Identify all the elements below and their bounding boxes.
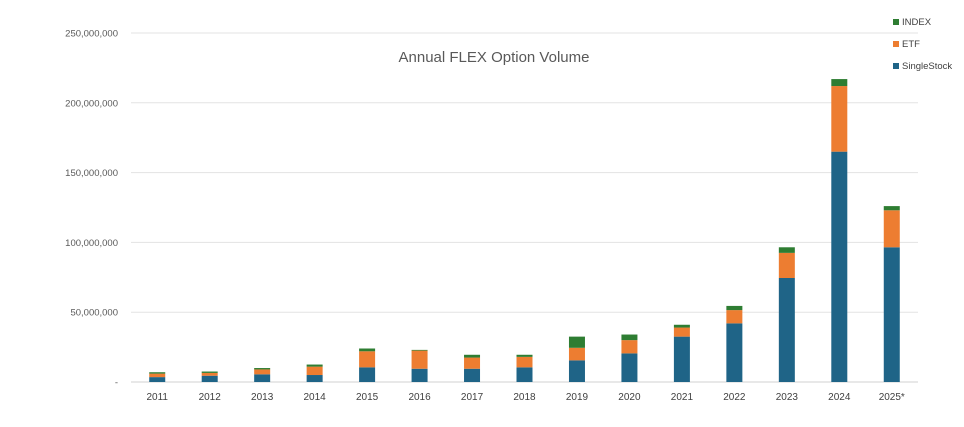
x-tick-label: 2013 xyxy=(251,392,274,403)
bar-segment-singlestock xyxy=(726,323,743,382)
bar-segment-singlestock xyxy=(411,368,428,382)
bar-segment-index xyxy=(306,364,323,367)
bar-segment-index xyxy=(254,368,271,370)
bar-segment-index xyxy=(831,79,848,87)
bar-segment-singlestock xyxy=(778,277,795,382)
y-tick-label: 150,000,000 xyxy=(65,168,118,179)
bar-segment-etf xyxy=(411,350,428,369)
bar-segment-index xyxy=(149,372,166,374)
bar-segment-etf xyxy=(254,369,271,375)
y-tick-label: 250,000,000 xyxy=(65,29,118,40)
bar-segment-etf xyxy=(778,252,795,278)
bar-segment-singlestock xyxy=(149,377,166,382)
legend-swatch-etf xyxy=(893,41,899,47)
bar-segment-index xyxy=(621,334,638,341)
x-tick-label: 2018 xyxy=(513,392,536,403)
bar-segment-etf xyxy=(673,327,690,337)
bar-segment-index xyxy=(883,206,900,211)
bar-segment-singlestock xyxy=(201,375,218,382)
legend-label-etf: ETF xyxy=(902,39,920,50)
y-tick-label: 200,000,000 xyxy=(65,98,118,109)
chart-title: Annual FLEX Option Volume xyxy=(399,49,590,66)
bar-segment-index xyxy=(359,348,376,352)
bar-segment-index xyxy=(516,354,533,357)
bar-segment-singlestock xyxy=(516,367,533,382)
x-tick-label: 2017 xyxy=(461,392,484,403)
bar-segment-index xyxy=(568,336,585,348)
bar-segment-etf xyxy=(306,366,323,376)
bar-segment-singlestock xyxy=(464,368,481,382)
x-tick-label: 2023 xyxy=(776,392,799,403)
x-tick-label: 2014 xyxy=(304,392,327,403)
x-tick-label: 2015 xyxy=(356,392,379,403)
gridlines xyxy=(131,32,918,383)
legend-label-index: INDEX xyxy=(902,17,932,28)
bar-segment-etf xyxy=(464,357,481,369)
bar-segment-etf xyxy=(149,373,166,378)
bar-segment-etf xyxy=(621,340,638,354)
x-tick-label: 2022 xyxy=(723,392,746,403)
y-tick-label: - xyxy=(115,378,118,389)
y-tick-label: 100,000,000 xyxy=(65,238,118,249)
bar-segment-etf xyxy=(516,356,533,368)
x-tick-label: 2025* xyxy=(879,392,905,403)
bar-segment-index xyxy=(778,247,795,253)
bar-segment-singlestock xyxy=(306,375,323,382)
x-tick-label: 2024 xyxy=(828,392,851,403)
bar-segment-etf xyxy=(201,372,218,376)
bar-segment-singlestock xyxy=(673,336,690,382)
legend-label-singlestock: SingleStock xyxy=(902,61,952,72)
x-tick-label: 2019 xyxy=(566,392,589,403)
bar-segment-singlestock xyxy=(621,353,638,382)
bar-segment-singlestock xyxy=(359,367,376,382)
x-tick-label: 2012 xyxy=(199,392,222,403)
bar-segment-index xyxy=(201,371,218,373)
x-tick-label: 2020 xyxy=(618,392,641,403)
bar-segment-index xyxy=(464,354,481,358)
bar-segment-etf xyxy=(831,86,848,152)
x-tick-label: 2016 xyxy=(408,392,431,403)
legend-swatch-index xyxy=(893,19,899,25)
bar-segment-singlestock xyxy=(831,151,848,382)
bar-segment-index xyxy=(411,349,428,351)
bar-segment-index xyxy=(726,305,743,311)
bar-segment-singlestock xyxy=(568,360,585,382)
x-tick-label: 2011 xyxy=(146,392,168,403)
bar-segment-etf xyxy=(726,310,743,324)
x-axis-tick-labels: 2011 2012 2013 2014 2015 2016 2017 2018 2019 2020… xyxy=(146,392,904,403)
bar-segment-singlestock xyxy=(883,247,900,382)
bar-segment-etf xyxy=(359,351,376,368)
legend: INDEX ETF SingleStock xyxy=(893,17,952,72)
x-tick-label: 2021 xyxy=(671,392,694,403)
bar-segment-etf xyxy=(883,210,900,248)
legend-swatch-singlestock xyxy=(893,63,899,69)
bar-segment-singlestock xyxy=(254,374,271,382)
bars xyxy=(149,79,900,382)
bar-segment-etf xyxy=(568,347,585,361)
y-tick-label: 50,000,000 xyxy=(70,308,118,319)
y-axis-tick-labels: - 50,000,000 100,000,000 150,000,000 200,000… xyxy=(65,29,118,389)
bar-segment-index xyxy=(673,324,690,328)
